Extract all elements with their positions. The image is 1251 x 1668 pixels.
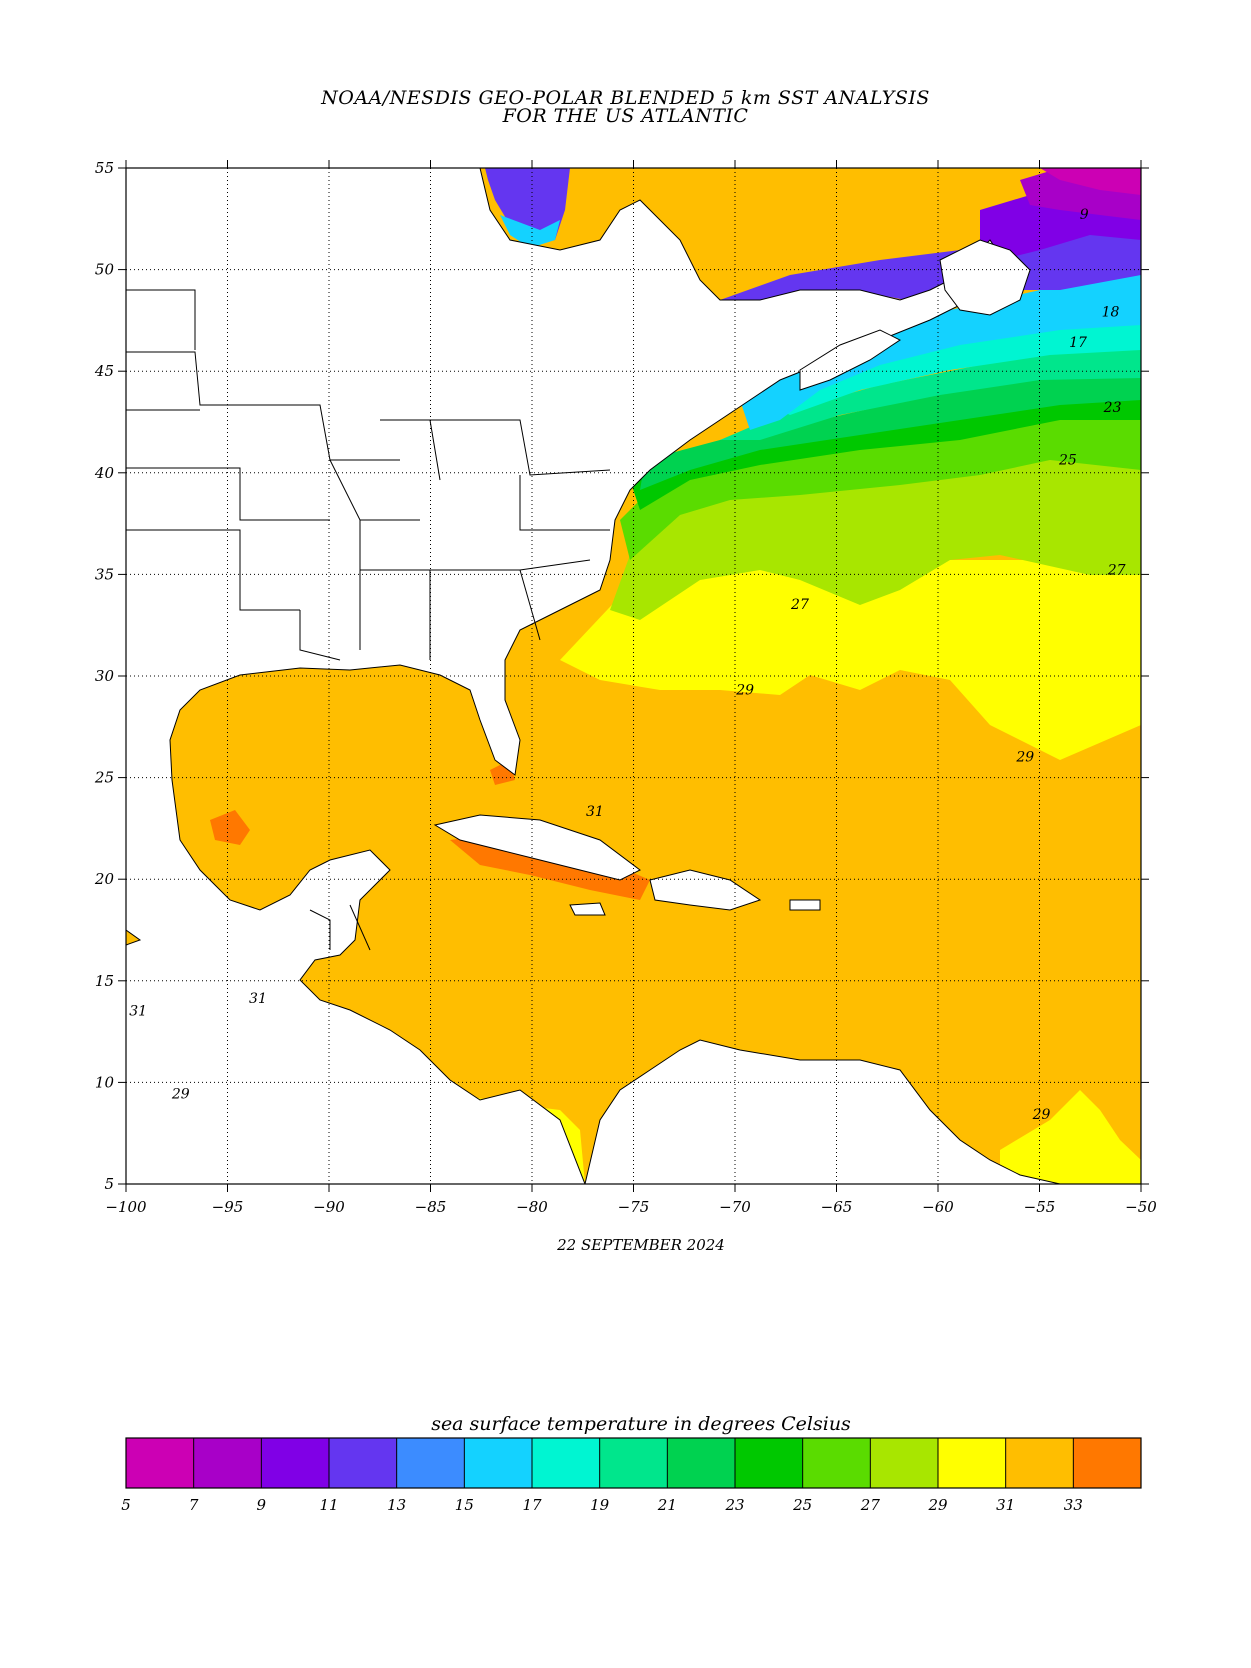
lon-tick-label: −50 bbox=[1125, 1198, 1157, 1216]
lon-tick-labels: −100 −95 −90 −85 −80 −75 −70 −65 −60 −55 −50 bbox=[105, 1198, 1157, 1216]
sst-band-7 bbox=[1040, 168, 1141, 195]
lat-tick-label: 35 bbox=[95, 565, 114, 583]
legend-tick-label: 9 bbox=[257, 1496, 267, 1514]
legend-swatch bbox=[464, 1438, 533, 1488]
land bbox=[126, 168, 1061, 1184]
sst-band-31-gulf bbox=[210, 810, 250, 845]
legend-tick-label: 33 bbox=[1064, 1496, 1083, 1514]
contour-label: 31 bbox=[586, 804, 604, 820]
contour-label: 31 bbox=[249, 991, 267, 1007]
sst-band-17 bbox=[760, 315, 1141, 415]
legend-tick-label: 11 bbox=[319, 1496, 338, 1514]
contour-labels: 29 29 29 29 27 27 25 17 18 9 31 31 31 23 bbox=[129, 207, 1125, 1123]
legend-tick-label: 19 bbox=[590, 1496, 610, 1514]
contour-label: 31 bbox=[129, 1003, 147, 1019]
north-america-land bbox=[126, 168, 1001, 1184]
contour-label: 29 bbox=[1032, 1107, 1051, 1123]
legend-swatch bbox=[870, 1438, 939, 1488]
contour-label: 18 bbox=[1102, 304, 1120, 320]
legend-tick-label: 21 bbox=[657, 1496, 677, 1514]
color-legend: 5 7 9 11 13 15 17 19 21 23 25 27 29 31 33 bbox=[121, 1437, 1142, 1514]
legend-swatch bbox=[532, 1438, 601, 1488]
sst-band-15 bbox=[740, 270, 1141, 430]
contour-label: 25 bbox=[1058, 453, 1077, 469]
legend-tick-label: 7 bbox=[189, 1496, 199, 1514]
map-title-line1: NOAA/NESDIS GEO-POLAR BLENDED 5 km SST A… bbox=[321, 87, 930, 109]
sst-band-23 bbox=[630, 392, 1141, 510]
lat-tick-label: 30 bbox=[95, 667, 115, 685]
legend-swatch bbox=[396, 1438, 465, 1488]
sst-band-29 bbox=[560, 560, 1141, 760]
lat-tick-label: 10 bbox=[95, 1073, 115, 1091]
lon-tick-label: −75 bbox=[618, 1198, 650, 1216]
legend-tick-label: 5 bbox=[121, 1496, 131, 1514]
legend-tick-label: 31 bbox=[996, 1496, 1015, 1514]
lon-tick-label: −55 bbox=[1024, 1198, 1056, 1216]
legend-tick-label: 25 bbox=[792, 1496, 812, 1514]
ticks bbox=[118, 160, 1149, 1192]
sst-band-29-se bbox=[1000, 1090, 1141, 1184]
lat-tick-label: 45 bbox=[94, 362, 114, 380]
legend-tick-label: 27 bbox=[860, 1496, 881, 1514]
contour-label: 27 bbox=[790, 597, 809, 613]
contour-label: 29 bbox=[171, 1087, 190, 1103]
south-america-land bbox=[584, 1039, 1061, 1184]
legend-swatch bbox=[1005, 1438, 1074, 1488]
nova-scotia bbox=[799, 329, 901, 391]
sst-band-19 bbox=[720, 345, 1141, 440]
hispaniola bbox=[649, 869, 762, 911]
lon-tick-label: −85 bbox=[415, 1198, 447, 1216]
sst-band-25 bbox=[620, 400, 1141, 560]
lat-tick-labels: 55 50 45 40 35 30 25 20 15 10 5 bbox=[94, 159, 115, 1193]
puerto-rico bbox=[789, 899, 821, 911]
legend-tick-label: 13 bbox=[387, 1496, 406, 1514]
contour-label: 29 bbox=[1015, 749, 1034, 765]
legend-tick-label: 29 bbox=[927, 1496, 948, 1514]
lat-tick-label: 55 bbox=[95, 159, 114, 177]
lat-tick-label: 50 bbox=[95, 261, 115, 279]
lat-tick-label: 15 bbox=[95, 972, 114, 990]
legend-swatch bbox=[938, 1438, 1007, 1488]
legend-swatch bbox=[667, 1438, 736, 1488]
legend-frame bbox=[125, 1437, 1142, 1489]
lon-tick-label: −60 bbox=[922, 1198, 954, 1216]
legend-swatch bbox=[1073, 1438, 1142, 1488]
contour-label: 23 bbox=[1103, 400, 1122, 416]
jamaica bbox=[569, 902, 606, 916]
contour-label: 17 bbox=[1069, 335, 1087, 351]
lon-tick-label: −95 bbox=[212, 1198, 244, 1216]
newfoundland bbox=[939, 239, 1031, 316]
grid bbox=[126, 168, 1141, 1184]
lon-tick-label: −100 bbox=[105, 1198, 147, 1216]
legend-tick-label: 15 bbox=[455, 1496, 474, 1514]
lat-tick-label: 25 bbox=[94, 769, 114, 787]
lat-tick-label: 20 bbox=[94, 870, 115, 888]
lon-tick-label: −80 bbox=[516, 1198, 548, 1216]
legend-swatch bbox=[329, 1438, 398, 1488]
cuba bbox=[433, 814, 641, 881]
contour-label: 9 bbox=[1080, 207, 1089, 223]
hudson-bay-cool bbox=[500, 215, 560, 248]
lon-tick-label: −70 bbox=[719, 1198, 751, 1216]
legend-tick-label: 17 bbox=[522, 1496, 542, 1514]
legend-swatch bbox=[193, 1438, 262, 1488]
contour-label: 29 bbox=[735, 682, 754, 698]
map-date: 22 SEPTEMBER 2024 bbox=[556, 1236, 725, 1254]
legend-swatch bbox=[261, 1438, 330, 1488]
legend-swatch bbox=[802, 1438, 871, 1488]
legend-title: sea surface temperature in degrees Celsi… bbox=[431, 1413, 851, 1435]
map-title-line2: FOR THE US ATLANTIC bbox=[502, 105, 749, 127]
legend-tick-label: 23 bbox=[724, 1496, 744, 1514]
legend-swatch bbox=[735, 1438, 804, 1488]
lon-tick-label: −65 bbox=[821, 1198, 853, 1216]
contour-label: 27 bbox=[1107, 562, 1126, 578]
sst-band-21 bbox=[640, 375, 1141, 490]
lat-tick-label: 5 bbox=[104, 1175, 114, 1193]
lat-tick-label: 40 bbox=[94, 464, 115, 482]
lon-tick-label: −90 bbox=[313, 1198, 345, 1216]
sst-band-13 bbox=[720, 200, 1141, 305]
legend-swatch bbox=[126, 1438, 195, 1488]
legend-swatch bbox=[599, 1438, 668, 1488]
